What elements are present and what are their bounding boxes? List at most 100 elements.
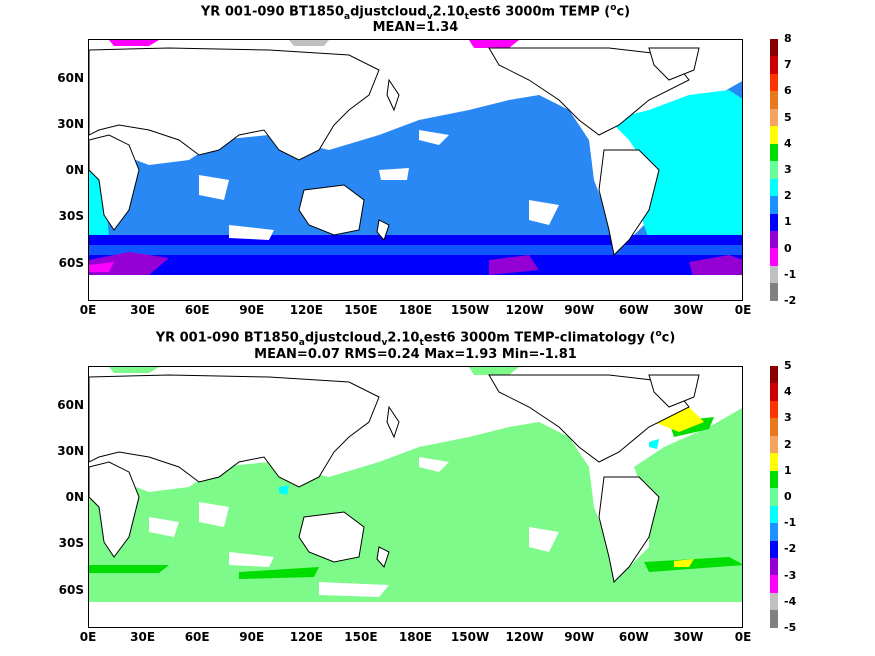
xtick-label: 180E bbox=[398, 303, 433, 317]
colorbar-swatch bbox=[770, 418, 778, 436]
panel1-subtitle: MEAN=1.34 bbox=[372, 20, 459, 35]
colorbar-swatch bbox=[770, 265, 778, 284]
panel1-australia bbox=[298, 184, 365, 236]
panel2-ytick-0n: 0N bbox=[65, 490, 84, 504]
colorbar-label: -3 bbox=[784, 568, 797, 582]
colorbar-swatch bbox=[770, 383, 778, 401]
panel1-africa bbox=[89, 134, 140, 231]
xtick-label: 60W bbox=[618, 630, 649, 644]
xtick-label: 120E bbox=[289, 630, 323, 644]
colorbar-swatch bbox=[770, 56, 778, 74]
colorbar-swatch bbox=[770, 230, 778, 249]
xtick-label: 0E bbox=[79, 630, 97, 644]
xtick-label: 90W bbox=[564, 630, 595, 644]
panel2-greenland bbox=[648, 374, 700, 408]
colorbar-label: -5 bbox=[784, 621, 797, 634]
xtick-label: 30W bbox=[673, 630, 704, 644]
colorbar-label: -4 bbox=[784, 594, 797, 608]
colorbar-swatch bbox=[770, 488, 778, 506]
colorbar-label: 2 bbox=[784, 437, 792, 451]
colorbar-swatch bbox=[770, 557, 778, 576]
xtick-label: 150W bbox=[450, 630, 490, 644]
panel2-samerica bbox=[598, 476, 660, 584]
panel1-title: YR 001-090 BT1850adjustcloudv2.10test6 3… bbox=[200, 3, 631, 22]
panel1-map bbox=[88, 39, 743, 301]
panel1-ocean bbox=[89, 81, 742, 250]
xtick-label: 30E bbox=[130, 630, 156, 644]
panel1-ytick-30n: 30N bbox=[57, 117, 84, 131]
colorbar-swatch bbox=[770, 505, 778, 524]
panel2-eurasia bbox=[89, 374, 380, 488]
colorbar-swatch bbox=[770, 196, 778, 214]
xtick-label: 60E bbox=[184, 303, 210, 317]
panel1-greenland bbox=[648, 47, 700, 81]
colorbar-label: 3 bbox=[784, 163, 792, 176]
xtick-label: 0E bbox=[734, 630, 752, 644]
xtick-label: 90W bbox=[564, 303, 595, 317]
xtick-label: 150E bbox=[344, 630, 378, 644]
xtick-label: 60W bbox=[618, 303, 649, 317]
panel2-australia bbox=[298, 511, 365, 563]
colorbar-label: 5 bbox=[784, 110, 792, 124]
colorbar-swatch bbox=[770, 400, 778, 419]
panel2-subtitle: MEAN=0.07 RMS=0.24 Max=1.93 Min=-1.81 bbox=[254, 347, 577, 362]
panel2-map bbox=[88, 366, 743, 628]
xtick-label: 30E bbox=[130, 303, 156, 317]
colorbar-label: 0 bbox=[784, 490, 792, 503]
xtick-label: 30W bbox=[673, 303, 704, 317]
colorbar-swatch bbox=[770, 73, 778, 92]
xtick-label: 120W bbox=[505, 303, 544, 317]
colorbar-label: 3 bbox=[784, 411, 792, 425]
panel1-ytick-60s: 60S bbox=[58, 256, 84, 270]
colorbar-label: 0 bbox=[784, 241, 792, 255]
colorbar-swatch bbox=[770, 540, 778, 558]
xtick-label: 120E bbox=[289, 303, 323, 317]
xtick-label: 60E bbox=[184, 630, 210, 644]
colorbar-label: -2 bbox=[784, 294, 797, 307]
panel2-ytick-60s: 60S bbox=[58, 583, 84, 597]
xtick-label: 90E bbox=[239, 630, 265, 644]
colorbar-swatch bbox=[770, 592, 778, 611]
colorbar-label: -1 bbox=[784, 267, 797, 281]
panel1-eurasia bbox=[89, 47, 380, 161]
colorbar-swatch bbox=[770, 470, 778, 489]
panel1-colorbar bbox=[770, 39, 778, 301]
colorbar-swatch bbox=[770, 435, 778, 454]
xtick-label: 120W bbox=[505, 630, 544, 644]
colorbar-swatch bbox=[770, 108, 778, 127]
colorbar-label: -2 bbox=[784, 542, 797, 556]
panel2-ytick-30n: 30N bbox=[57, 444, 84, 458]
xtick-label: 150E bbox=[344, 303, 378, 317]
colorbar-swatch bbox=[770, 143, 778, 162]
colorbar-swatch bbox=[770, 126, 778, 144]
colorbar-label: 1 bbox=[784, 463, 792, 477]
xtick-label: 150W bbox=[450, 303, 490, 317]
colorbar-label: 2 bbox=[784, 189, 792, 203]
colorbar-swatch bbox=[770, 453, 778, 471]
panel2-ocean bbox=[89, 408, 742, 602]
panel2-colorbar bbox=[770, 366, 778, 628]
colorbar-label: -1 bbox=[784, 516, 797, 530]
colorbar-label: 1 bbox=[784, 215, 792, 229]
colorbar-swatch bbox=[770, 178, 778, 197]
xtick-label: 180E bbox=[398, 630, 433, 644]
xtick-label: 0E bbox=[734, 303, 752, 317]
colorbar-swatch bbox=[770, 610, 778, 628]
panel2-africa bbox=[89, 461, 140, 558]
panel1-samerica bbox=[598, 149, 660, 257]
panel1-ytick-0n: 0N bbox=[65, 163, 84, 177]
panel2-title: YR 001-090 BT1850adjustcloudv2.10test6 3… bbox=[155, 329, 676, 348]
colorbar-label: 7 bbox=[784, 58, 792, 72]
colorbar-swatch bbox=[770, 575, 778, 593]
panel2-ytick-30s: 30S bbox=[58, 536, 84, 550]
colorbar-label: 5 bbox=[784, 359, 792, 372]
colorbar-swatch bbox=[770, 283, 778, 301]
panel1-ytick-60n: 60N bbox=[57, 71, 84, 85]
colorbar-swatch bbox=[770, 523, 778, 541]
colorbar-label: 6 bbox=[784, 84, 792, 98]
colorbar-label: 4 bbox=[784, 385, 792, 399]
colorbar-swatch bbox=[770, 39, 778, 57]
xtick-label: 0E bbox=[79, 303, 97, 317]
colorbar-swatch bbox=[770, 213, 778, 231]
panel2-ytick-60n: 60N bbox=[57, 398, 84, 412]
